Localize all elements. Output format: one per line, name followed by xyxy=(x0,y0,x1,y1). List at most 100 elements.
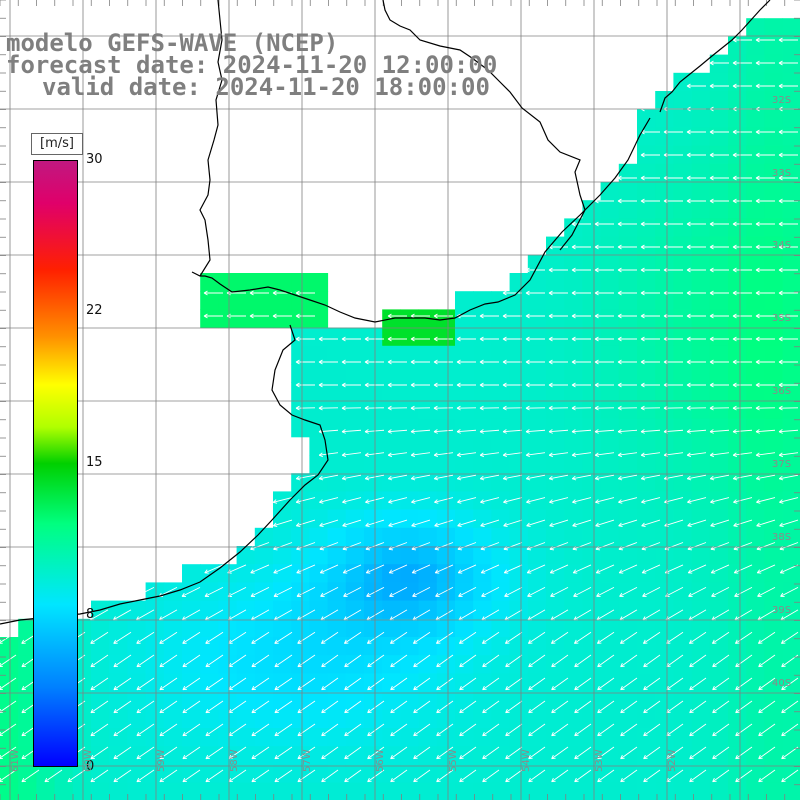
wind-speed-cell xyxy=(618,327,638,347)
wind-arrow xyxy=(480,497,500,504)
wind-speed-cell xyxy=(236,673,256,693)
wind-arrow xyxy=(411,519,431,528)
wind-speed-cell xyxy=(491,364,511,383)
wind-speed-cell xyxy=(309,546,329,565)
wind-speed-cell xyxy=(309,273,329,292)
wind-speed-cell xyxy=(509,564,529,583)
wind-speed-cell xyxy=(637,400,656,420)
wind-arrow xyxy=(574,700,592,714)
wind-arrow xyxy=(0,677,17,691)
wind-speed-cell xyxy=(600,436,620,456)
wind-speed-cell xyxy=(691,182,711,201)
wind-arrow xyxy=(136,700,155,714)
wind-speed-cell xyxy=(236,764,256,784)
wind-arrow xyxy=(732,244,752,250)
wind-speed-cell xyxy=(364,764,383,784)
wind-speed-cell xyxy=(163,782,183,800)
wind-speed-cell xyxy=(746,418,765,438)
wind-speed-cell xyxy=(728,655,747,674)
wind-speed-cell xyxy=(582,436,602,456)
wind-arrow xyxy=(641,497,661,504)
wind-speed-cell xyxy=(491,455,511,474)
wind-speed-cell xyxy=(145,600,165,620)
wind-arrow xyxy=(295,359,315,365)
wind-arrow xyxy=(251,631,270,644)
wind-arrow xyxy=(367,769,385,783)
wind-speed-cell xyxy=(546,436,565,456)
wind-arrow xyxy=(387,405,408,411)
wind-arrow xyxy=(413,769,431,783)
wind-speed-cell xyxy=(400,345,420,365)
wind-arrow xyxy=(643,769,661,783)
wind-arrow xyxy=(297,769,316,783)
wind-speed-cell xyxy=(764,546,784,565)
wind-speed-cell xyxy=(582,764,602,784)
wind-speed-cell xyxy=(436,600,456,620)
wind-speed-cell xyxy=(582,273,602,292)
wind-speed-cell xyxy=(527,691,547,711)
wind-arrow xyxy=(640,474,661,481)
wind-speed-cell xyxy=(728,309,747,329)
wind-speed-cell xyxy=(527,509,547,529)
wind-speed-cell xyxy=(309,418,329,438)
wind-speed-cell xyxy=(400,564,420,583)
wind-speed-cell xyxy=(436,455,456,474)
wind-arrow xyxy=(456,429,477,434)
wind-arrow xyxy=(272,519,293,528)
wind-arrow xyxy=(597,700,615,714)
wind-speed-cell xyxy=(782,400,800,420)
wind-speed-cell xyxy=(618,728,638,747)
wind-arrow xyxy=(297,654,316,668)
lon-label: 55W xyxy=(448,749,459,772)
wind-arrow xyxy=(457,564,477,574)
wind-speed-cell xyxy=(600,546,620,565)
wind-speed-cell xyxy=(509,728,529,747)
wind-arrow xyxy=(617,221,637,227)
wind-arrow xyxy=(274,746,293,760)
lat-label: 36S xyxy=(772,386,792,397)
wind-arrow xyxy=(436,723,454,737)
wind-arrow xyxy=(709,175,729,181)
wind-speed-cell xyxy=(382,436,401,456)
wind-speed-cell xyxy=(400,691,420,711)
wind-arrow xyxy=(481,586,500,597)
wind-speed-cell xyxy=(491,600,511,620)
wind-arrow xyxy=(755,474,776,481)
wind-speed-cell xyxy=(709,546,729,565)
wind-arrow xyxy=(482,631,500,644)
wind-speed-cell xyxy=(728,54,747,74)
wind-speed-cell xyxy=(182,618,201,638)
wind-arrow xyxy=(410,382,430,388)
wind-speed-cell xyxy=(564,473,583,492)
wind-arrow xyxy=(479,336,499,342)
wind-speed-cell xyxy=(436,364,456,383)
wind-speed-cell xyxy=(327,418,347,438)
wind-speed-cell xyxy=(764,509,784,529)
wind-arrow xyxy=(113,723,132,737)
wind-arrow xyxy=(318,452,339,458)
wind-arrow xyxy=(502,336,522,342)
wind-arrow xyxy=(205,654,224,668)
wind-arrow xyxy=(617,313,637,319)
wind-arrow xyxy=(756,519,776,528)
colorbar-tick-15: 15 xyxy=(86,455,103,470)
wind-arrow xyxy=(574,769,592,783)
wind-speed-cell xyxy=(673,200,693,219)
wind-speed-cell xyxy=(236,728,256,747)
wind-speed-cell xyxy=(746,18,765,37)
wind-speed-cell xyxy=(218,637,238,656)
wind-speed-cell xyxy=(637,309,656,329)
wind-arrow xyxy=(755,60,775,66)
wind-speed-cell xyxy=(436,327,456,347)
wind-arrow xyxy=(781,677,799,691)
wind-speed-cell xyxy=(527,637,547,656)
wind-speed-cell xyxy=(728,364,747,383)
wind-arrow xyxy=(551,746,569,760)
wind-speed-cell xyxy=(582,582,602,602)
wind-speed-cell xyxy=(691,527,711,547)
wind-arrow xyxy=(617,405,638,411)
wind-arrow xyxy=(597,723,615,737)
wind-speed-cell xyxy=(764,236,784,256)
wind-arrow xyxy=(617,290,637,296)
wind-speed-cell xyxy=(709,418,729,438)
